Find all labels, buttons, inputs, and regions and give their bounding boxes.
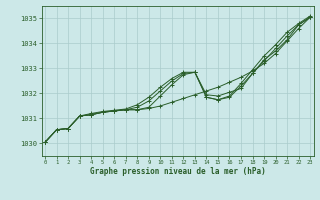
- X-axis label: Graphe pression niveau de la mer (hPa): Graphe pression niveau de la mer (hPa): [90, 167, 266, 176]
